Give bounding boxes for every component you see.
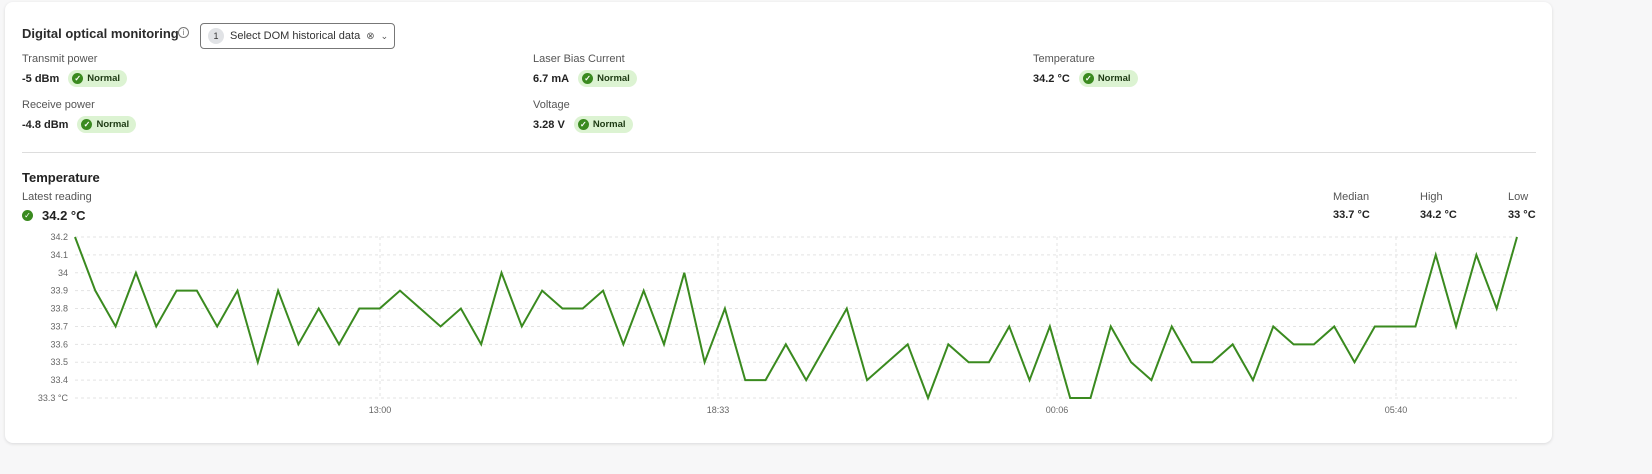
status-text: Normal — [597, 73, 630, 84]
latest-reading-label: Latest reading — [22, 191, 92, 203]
temperature-chart: 34.2 34.1 34 33.9 33.8 33.7 33.6 33.5 33.4 33.3 °… — [38, 232, 1518, 415]
check-circle-icon: ✓ — [22, 210, 33, 221]
status-badge: ✓ Normal — [573, 116, 633, 133]
y-tick-label: 33.7 — [50, 321, 68, 331]
metric-label: Laser Bias Current — [533, 53, 625, 65]
metric-label: Receive power — [22, 99, 95, 111]
y-tick-label: 33.9 — [50, 286, 68, 296]
status-text: Normal — [1097, 73, 1131, 84]
y-tick-label: 33.5 — [50, 357, 68, 367]
temperature-title: Temperature — [22, 170, 100, 185]
y-tick-label: 33.6 — [50, 339, 68, 349]
x-tick-label: 05:40 — [1385, 405, 1408, 415]
x-tick-label: 18:33 — [707, 405, 730, 415]
check-circle-icon: ✓ — [1082, 73, 1094, 84]
stat-high: High 34.2 °C — [1420, 191, 1457, 221]
stat-label: Median — [1333, 191, 1370, 203]
check-circle-icon: ✓ — [72, 73, 84, 84]
temperature-series-line — [74, 236, 1518, 401]
status-text: Normal — [592, 119, 626, 130]
status-badge: ✓ Normal — [1078, 70, 1138, 87]
stat-label: Low — [1508, 191, 1529, 203]
chevron-down-icon[interactable]: ⌄ — [380, 30, 389, 41]
status-badge: ✓ Normal — [77, 116, 137, 133]
metric-value: -4.8 dBm — [22, 118, 69, 131]
dom-history-select[interactable]: 1 Select DOM historical data ⊗ ⌄ — [200, 23, 395, 49]
x-tick-label: 00:06 — [1046, 405, 1069, 415]
metric-temperature: Temperature 34.2 °C ✓ Normal — [1033, 53, 1138, 87]
stat-low: Low 33 °C — [1508, 191, 1536, 221]
metric-value: 3.28 V — [533, 118, 565, 131]
stat-value: 34.2 °C — [1420, 209, 1457, 221]
metric-receive-power: Receive power -4.8 dBm ✓ Normal — [22, 99, 137, 133]
metric-value: -5 dBm — [22, 72, 60, 85]
divider — [22, 152, 1536, 153]
x-tick-label: 13:00 — [369, 405, 392, 415]
section-title: Digital optical monitoring — [22, 26, 179, 41]
y-tick-label: 33.8 — [50, 304, 68, 314]
y-tick-label: 34.1 — [50, 250, 68, 260]
info-icon[interactable]: i — [178, 27, 189, 38]
y-tick-label: 33.3 °C — [38, 393, 69, 403]
check-circle-icon: ✓ — [577, 119, 589, 130]
y-tick-label: 34 — [58, 268, 68, 278]
metric-laser-bias-current: Laser Bias Current 6.7 mA ✓ Normal — [533, 53, 637, 87]
status-text: Normal — [96, 119, 130, 130]
clear-circle-icon[interactable]: ⊗ — [366, 30, 375, 42]
status-badge: ✓ Normal — [578, 70, 637, 87]
stat-label: High — [1420, 191, 1443, 203]
metric-label: Transmit power — [22, 53, 98, 65]
y-tick-label: 33.4 — [50, 375, 68, 385]
stat-median: Median 33.7 °C — [1333, 191, 1370, 221]
dom-card: Digital optical monitoring i 1 Select DO… — [5, 2, 1552, 443]
metric-value: 34.2 °C — [1033, 72, 1070, 85]
latest-reading: ✓ 34.2 °C — [22, 208, 86, 223]
metric-voltage: Voltage 3.28 V ✓ Normal — [533, 99, 633, 133]
y-tick-label: 34.2 — [50, 232, 68, 242]
check-circle-icon: ✓ — [81, 119, 93, 130]
metric-value: 6.7 mA — [533, 72, 570, 85]
latest-reading-value: 34.2 °C — [42, 208, 86, 223]
metric-label: Voltage — [533, 99, 570, 111]
status-badge: ✓ Normal — [68, 70, 128, 87]
stat-value: 33.7 °C — [1333, 209, 1370, 221]
selection-count: 1 — [208, 28, 224, 44]
check-circle-icon: ✓ — [582, 73, 594, 84]
stat-value: 33 °C — [1508, 209, 1536, 221]
select-label: Select DOM historical data — [230, 30, 361, 42]
metric-transmit-power: Transmit power -5 dBm ✓ Normal — [22, 53, 128, 87]
status-text: Normal — [87, 73, 121, 84]
metric-label: Temperature — [1033, 53, 1095, 65]
